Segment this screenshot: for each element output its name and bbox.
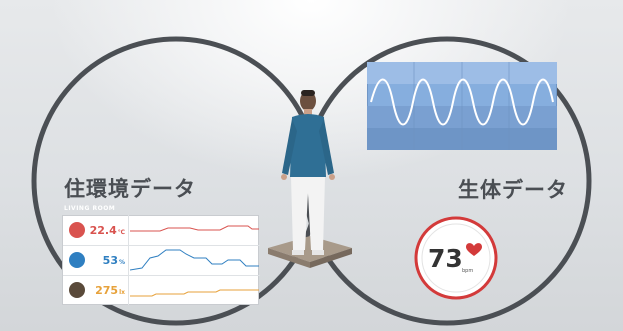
living-room-panel: LIVING ROOM 22.4℃ 53% 275lx <box>62 205 260 305</box>
row-divider <box>63 245 260 246</box>
panel-title: LIVING ROOM <box>64 205 116 212</box>
panel-column-divider <box>128 215 129 305</box>
heart-rate-gauge <box>414 216 498 300</box>
biometric-waveform <box>367 62 557 150</box>
temperature-row: 22.4℃ <box>63 216 129 246</box>
heart-rate-unit: bpm <box>462 268 474 274</box>
biometric-label: 生体データ <box>458 178 568 202</box>
panel-box: 22.4℃ 53% 275lx <box>62 215 260 306</box>
humidity-unit: % <box>118 259 125 266</box>
thermometer-icon <box>69 222 85 238</box>
humidity-row: 53% <box>63 246 129 276</box>
platform-top <box>268 236 352 262</box>
sensor-trend-lines <box>130 225 259 297</box>
light-value: 275 <box>95 284 119 297</box>
person-figure <box>281 90 335 255</box>
row-divider <box>63 275 260 276</box>
living-environment-label: 住環境データ <box>64 177 196 201</box>
heart-rate-value: 73 <box>428 244 463 273</box>
sun-icon <box>69 282 85 298</box>
water-drop-icon <box>69 252 85 268</box>
light-unit: lx <box>119 289 125 296</box>
light-row: 275lx <box>63 276 129 306</box>
heart-icon <box>466 243 482 256</box>
temperature-unit: ℃ <box>117 229 125 236</box>
temperature-value: 22.4 <box>89 224 117 237</box>
humidity-value: 53 <box>102 254 118 267</box>
